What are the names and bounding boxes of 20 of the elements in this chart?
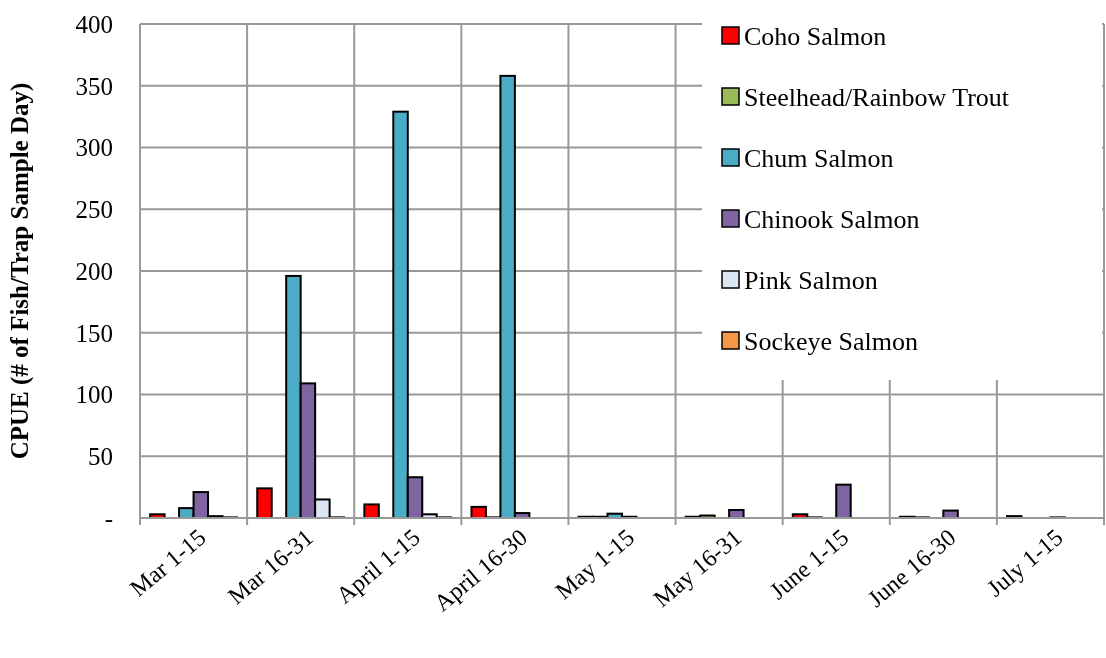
legend-label: Steelhead/Rainbow Trout: [744, 83, 1010, 113]
legend-label: Pink Salmon: [744, 266, 878, 296]
y-tick-label: 150: [75, 319, 113, 347]
y-axis-title: CPUE (# of Fish/Trap Sample Day): [6, 82, 34, 460]
y-tick-label: 400: [75, 10, 113, 38]
y-tick-label: 350: [75, 72, 113, 100]
y-tick-label: -: [104, 504, 113, 532]
y-tick-label: 250: [75, 196, 113, 223]
y-tick-label: 200: [75, 257, 113, 285]
y-tick-label: 50: [88, 443, 113, 470]
x-tick-label: July 1-15: [982, 523, 1068, 602]
legend-label: Sockeye Salmon: [744, 327, 919, 357]
legend-label: Chinook Salmon: [744, 205, 920, 235]
legend-label: Chum Salmon: [744, 144, 894, 174]
y-tick-label: 300: [75, 134, 113, 162]
y-tick-label: 100: [75, 381, 113, 409]
x-tick-label: June 1-15: [764, 523, 854, 605]
legend-label: Coho Salmon: [744, 22, 887, 52]
x-tick-label: Mar 1-15: [125, 523, 211, 602]
x-tick-label: May 1-15: [550, 523, 640, 605]
